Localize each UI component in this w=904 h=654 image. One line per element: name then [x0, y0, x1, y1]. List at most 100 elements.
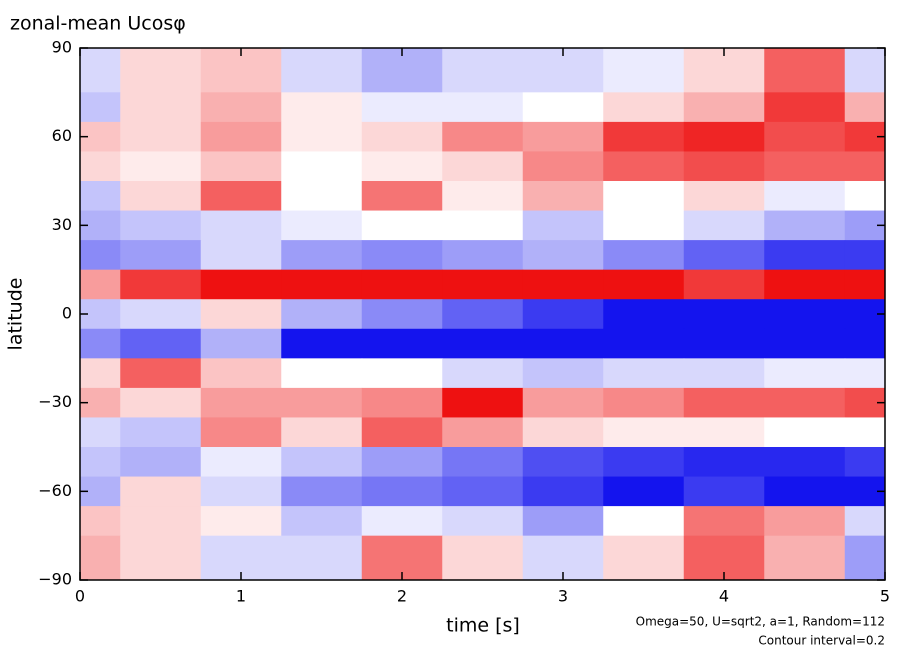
cell	[200, 269, 282, 300]
cell	[603, 181, 685, 212]
x-tick-label: 5	[880, 587, 890, 606]
cell	[200, 417, 282, 448]
cell	[281, 269, 363, 300]
cell	[764, 92, 846, 123]
cell	[200, 299, 282, 330]
cell	[80, 240, 121, 271]
cell	[522, 121, 604, 152]
field	[80, 48, 885, 580]
cell	[120, 476, 202, 507]
cell	[200, 447, 282, 478]
cell	[281, 92, 363, 123]
cell	[603, 417, 685, 448]
cell	[683, 121, 765, 152]
cell	[603, 328, 685, 359]
cell	[603, 151, 685, 182]
y-tick-label: 60	[52, 126, 72, 145]
cell	[120, 506, 202, 537]
cell	[80, 181, 121, 212]
cell	[522, 447, 604, 478]
y-tick-label: −30	[38, 392, 72, 411]
cell	[442, 358, 524, 389]
cell	[80, 417, 121, 448]
cell	[80, 447, 121, 478]
cell	[522, 299, 604, 330]
cell	[603, 535, 685, 580]
cell	[281, 328, 363, 359]
cell	[120, 269, 202, 300]
x-tick-label: 2	[397, 587, 407, 606]
cell	[603, 506, 685, 537]
y-tick-label: 0	[62, 304, 72, 323]
cell	[361, 299, 443, 330]
cell	[361, 506, 443, 537]
cell	[281, 447, 363, 478]
cell	[603, 240, 685, 271]
cell	[522, 358, 604, 389]
cell	[120, 387, 202, 418]
cell	[683, 240, 765, 271]
cell	[120, 240, 202, 271]
cell	[764, 535, 846, 580]
cell	[200, 92, 282, 123]
cell	[120, 358, 202, 389]
cell	[442, 181, 524, 212]
cell	[764, 387, 846, 418]
cell	[200, 181, 282, 212]
cell	[281, 299, 363, 330]
cell	[361, 240, 443, 271]
cell	[522, 328, 604, 359]
cell	[764, 210, 846, 241]
cell	[442, 535, 524, 580]
cell	[281, 506, 363, 537]
cell	[603, 447, 685, 478]
cell	[522, 476, 604, 507]
cell	[200, 358, 282, 389]
cell	[80, 151, 121, 182]
cell	[764, 417, 846, 448]
cell	[120, 92, 202, 123]
cell	[764, 269, 846, 300]
cell	[442, 151, 524, 182]
cell	[442, 299, 524, 330]
cell	[764, 48, 846, 93]
cell	[200, 151, 282, 182]
cell	[361, 328, 443, 359]
cell	[522, 151, 604, 182]
cell	[764, 181, 846, 212]
cell	[683, 387, 765, 418]
cell	[764, 299, 846, 330]
x-axis-label: time [s]	[446, 615, 520, 637]
cell	[281, 387, 363, 418]
cell	[683, 328, 765, 359]
cell	[603, 476, 685, 507]
cell	[844, 92, 885, 123]
annotation: Contour interval=0.2	[758, 634, 885, 648]
cell	[844, 328, 885, 359]
cell	[361, 269, 443, 300]
cell	[281, 151, 363, 182]
cell	[683, 447, 765, 478]
cell	[442, 240, 524, 271]
cell	[764, 476, 846, 507]
cell	[80, 92, 121, 123]
cell	[522, 240, 604, 271]
x-tick-label: 4	[719, 587, 729, 606]
cell	[442, 417, 524, 448]
cell	[442, 476, 524, 507]
cell	[200, 328, 282, 359]
cell	[361, 417, 443, 448]
cell	[442, 269, 524, 300]
cell	[764, 506, 846, 537]
y-tick-label: 30	[52, 215, 72, 234]
cell	[281, 476, 363, 507]
cell	[844, 535, 885, 580]
cell	[200, 387, 282, 418]
cell	[120, 210, 202, 241]
cell	[281, 121, 363, 152]
cell	[361, 210, 443, 241]
cell	[764, 328, 846, 359]
y-axis-label: latitude	[5, 278, 27, 351]
cell	[522, 417, 604, 448]
